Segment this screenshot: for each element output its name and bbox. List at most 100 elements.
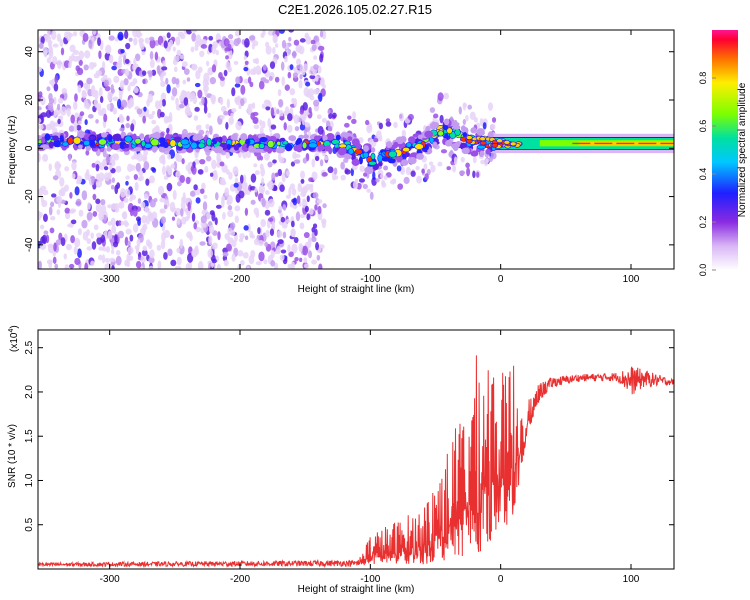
noise-speckle [121, 99, 128, 108]
signal-blob [77, 130, 86, 138]
noise-speckle [38, 106, 42, 111]
signal-blob [378, 161, 383, 167]
noise-speckle [462, 119, 466, 125]
signal-blob [88, 135, 96, 141]
noise-speckle [217, 231, 221, 241]
noise-speckle [314, 228, 318, 237]
noise-speckle [157, 35, 164, 46]
noise-speckle [206, 212, 211, 220]
noise-speckle [243, 78, 250, 84]
noise-speckle [193, 222, 197, 230]
noise-speckle [170, 95, 175, 101]
noise-speckle [372, 171, 376, 181]
noise-speckle [262, 64, 267, 71]
noise-speckle [151, 119, 157, 125]
noise-speckle [476, 171, 480, 178]
noise-speckle [231, 240, 237, 248]
noise-speckle [184, 197, 191, 203]
noise-speckle [52, 175, 59, 181]
signal-blob [133, 147, 143, 152]
noise-speckle [428, 161, 434, 166]
noise-speckle [191, 63, 197, 70]
noise-speckle [309, 208, 314, 216]
noise-speckle [190, 30, 198, 33]
signal-blob [296, 146, 303, 153]
noise-speckle [125, 228, 132, 235]
signal-blob [446, 127, 453, 134]
noise-speckle [98, 87, 103, 97]
noise-speckle [141, 51, 146, 56]
noise-speckle [287, 244, 291, 253]
signal-blob [351, 153, 356, 161]
noise-speckle [443, 92, 450, 100]
noise-speckle [176, 49, 182, 57]
noise-speckle [159, 197, 166, 203]
noise-speckle [263, 152, 270, 161]
noise-speckle [167, 166, 173, 175]
signal-blob [363, 145, 369, 152]
noise-speckle [204, 86, 208, 97]
noise-speckle [74, 257, 81, 266]
noise-speckle [108, 164, 113, 170]
noise-speckle [313, 88, 320, 95]
noise-speckle [199, 241, 206, 246]
noise-speckle [255, 57, 260, 65]
noise-speckle [86, 212, 93, 221]
noise-speckle [145, 215, 151, 225]
noise-speckle [230, 112, 234, 119]
signal-blob [487, 131, 494, 139]
noise-speckle [130, 123, 135, 132]
noise-speckle [304, 122, 311, 128]
signal-blob [134, 137, 142, 145]
signal-blob [485, 148, 491, 155]
signal-blob [190, 141, 198, 150]
noise-speckle [233, 60, 239, 65]
noise-speckle [229, 222, 236, 230]
signal-blob [317, 145, 322, 152]
noise-speckle [38, 152, 41, 163]
noise-speckle [73, 124, 78, 133]
noise-speckle [185, 207, 189, 216]
noise-speckle [98, 254, 103, 261]
noise-speckle [225, 55, 229, 60]
noise-speckle [105, 246, 111, 253]
noise-speckle [125, 122, 131, 129]
noise-speckle [194, 82, 201, 88]
noise-speckle [59, 177, 65, 187]
noise-speckle [116, 182, 121, 190]
noise-speckle [235, 76, 241, 84]
signal-blob [162, 141, 169, 149]
noise-speckle [286, 124, 293, 133]
signal-blob [123, 144, 130, 149]
noise-speckle [229, 230, 236, 236]
noise-speckle [467, 104, 473, 110]
signal-blob [59, 134, 64, 143]
noise-speckle [57, 118, 61, 125]
signal-blob [195, 147, 200, 153]
noise-speckle [111, 177, 115, 183]
noise-speckle [40, 36, 45, 45]
noise-speckle [351, 164, 358, 171]
noise-speckle [258, 80, 265, 90]
noise-speckle [234, 205, 241, 212]
signal-blob [355, 142, 362, 150]
noise-speckle [132, 78, 138, 85]
noise-speckle [178, 244, 185, 255]
noise-speckle [52, 256, 57, 264]
noise-speckle [131, 155, 136, 160]
noise-speckle [143, 193, 149, 200]
noise-speckle [91, 175, 95, 186]
noise-speckle [239, 260, 245, 266]
noise-speckle [159, 131, 165, 139]
noise-speckle [197, 169, 204, 175]
noise-speckle [223, 38, 230, 47]
noise-speckle [407, 113, 414, 121]
noise-speckle [302, 245, 309, 256]
noise-speckle [263, 99, 270, 105]
noise-speckle [215, 192, 219, 201]
signal-blob [192, 134, 200, 142]
signal-blob [470, 150, 479, 157]
noise-speckle [148, 175, 155, 184]
noise-speckle [105, 153, 110, 163]
